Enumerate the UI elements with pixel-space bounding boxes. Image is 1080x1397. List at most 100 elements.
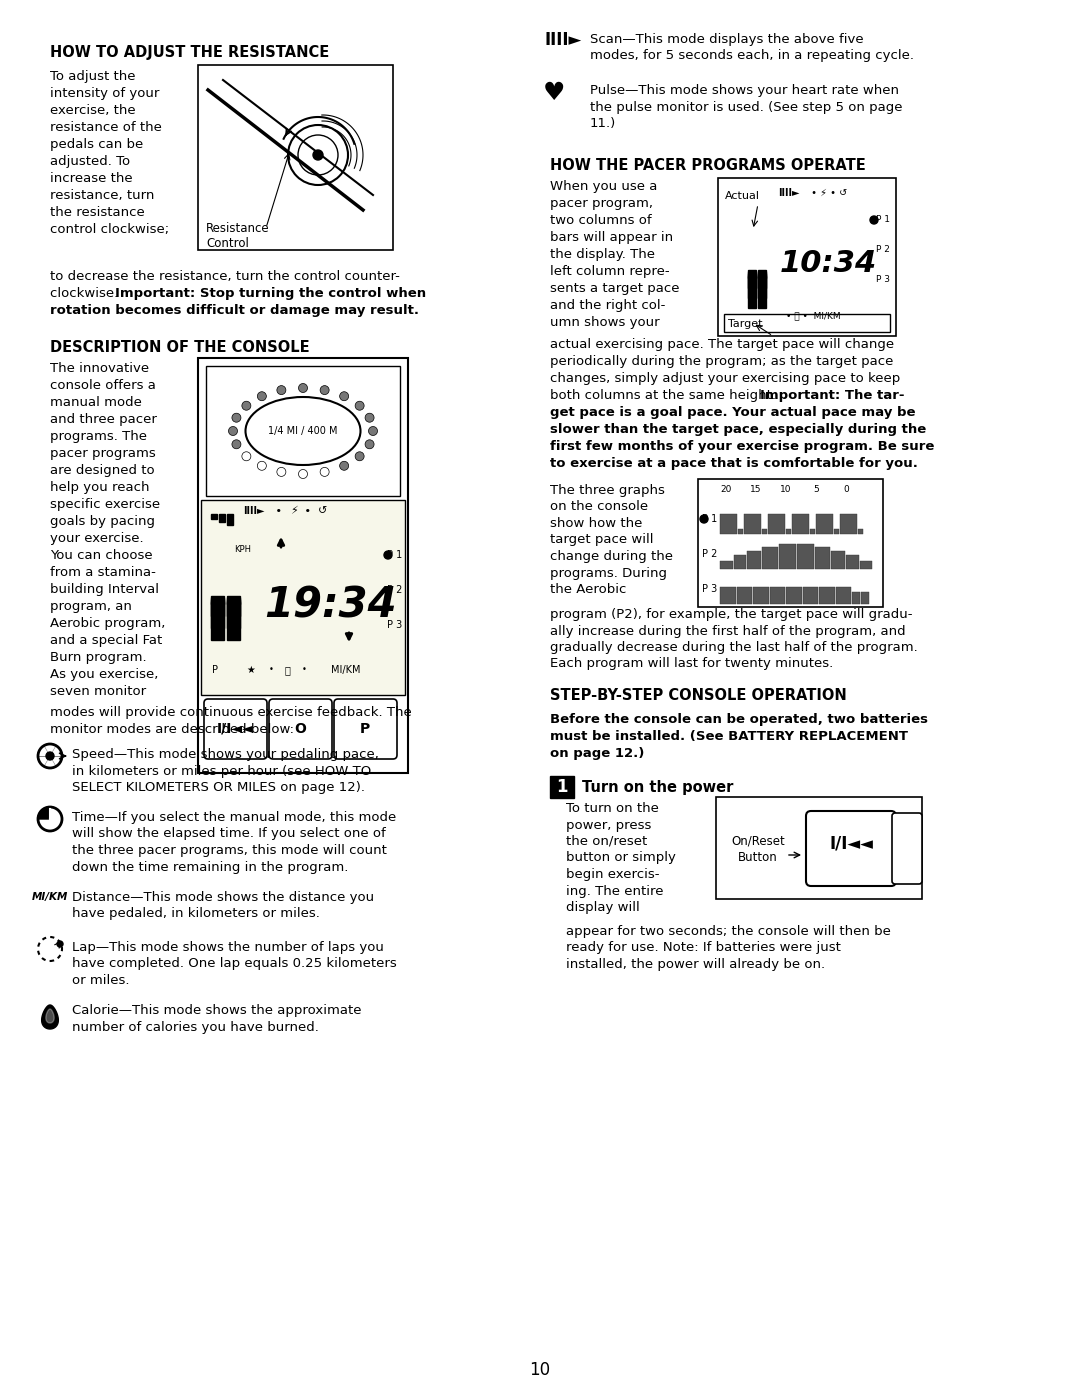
Text: umn shows your: umn shows your [550,316,660,330]
Text: MI/KM: MI/KM [332,665,361,675]
FancyBboxPatch shape [334,698,397,759]
Bar [758,270,766,278]
Text: IIII►: IIII► [545,31,582,49]
Text: Distance—This mode shows the distance you
have pedaled, in kilometers or miles.: Distance—This mode shows the distance yo… [72,891,374,921]
Text: When you use a: When you use a [550,180,658,193]
Bar [779,543,796,569]
Text: • ⏱ •  MI/KM: • ⏱ • MI/KM [785,312,840,320]
Text: Burn program.: Burn program. [50,651,147,664]
Circle shape [298,384,308,393]
Text: exercise, the: exercise, the [50,103,136,117]
Text: periodically during the program; as the target pace: periodically during the program; as the … [550,355,893,367]
Text: Important: The tar-: Important: The tar- [760,388,905,402]
Polygon shape [42,1004,58,1030]
Bar [227,602,240,640]
Text: appear for two seconds; the console will then be
ready for use. Note: If batteri: appear for two seconds; the console will… [566,925,891,971]
Bar [748,277,756,307]
Text: P 2: P 2 [876,246,890,254]
Bar [769,587,785,604]
Bar [748,274,756,298]
Bar [219,514,225,522]
Circle shape [38,745,62,768]
Circle shape [339,461,349,471]
Circle shape [242,451,251,461]
Text: monitor modes are described below:: monitor modes are described below: [50,724,294,736]
Text: ⚡: ⚡ [291,506,298,515]
Circle shape [339,391,349,401]
Bar [211,597,224,604]
Text: the resistance: the resistance [50,205,145,219]
Circle shape [257,461,267,471]
Bar [211,514,217,520]
Text: are designed to: are designed to [50,464,154,476]
Bar [748,272,756,288]
Text: Scan—This mode displays the above five
modes, for 5 seconds each, in a repeating: Scan—This mode displays the above five m… [590,34,914,63]
Bar [720,587,735,604]
Bar [802,587,818,604]
Text: left column repre-: left column repre- [550,265,670,278]
Text: • ⚡ • ↺: • ⚡ • ↺ [808,189,847,198]
Circle shape [288,124,348,184]
Circle shape [232,440,241,448]
Bar [810,529,815,534]
Text: the display. The: the display. The [550,249,654,261]
FancyBboxPatch shape [892,813,922,884]
Text: and a special Fat: and a special Fat [50,634,162,647]
Text: clockwise.: clockwise. [50,286,122,300]
Bar [858,529,863,534]
Circle shape [38,807,62,831]
Bar [797,543,813,569]
FancyBboxPatch shape [806,812,896,886]
Text: 10:34: 10:34 [780,249,877,278]
Text: Speed—This mode shows your pedaling pace,
in kilometers or miles per hour (see H: Speed—This mode shows your pedaling pace… [72,747,379,793]
Circle shape [298,136,338,175]
Circle shape [257,391,267,401]
Circle shape [320,386,329,394]
Bar [768,514,785,534]
Bar [720,562,732,569]
Text: seven monitor: seven monitor [50,685,146,698]
Bar [748,270,756,278]
Text: to exercise at a pace that is comfortable for you.: to exercise at a pace that is comfortabl… [550,457,918,469]
Text: Actual: Actual [725,191,760,201]
Text: to decrease the resistance, turn the control counter-: to decrease the resistance, turn the con… [50,270,400,284]
Text: I/I◄◄: I/I◄◄ [829,834,873,852]
Text: changes, simply adjust your exercising pace to keep: changes, simply adjust your exercising p… [550,372,901,386]
Text: I/I◄◄: I/I◄◄ [217,722,254,736]
Bar [720,514,737,534]
Circle shape [298,469,308,479]
Text: manual mode: manual mode [50,395,141,409]
Text: As you exercise,: As you exercise, [50,668,159,680]
Text: •: • [301,665,307,675]
Text: Turn on the power: Turn on the power [582,780,733,795]
Circle shape [365,414,374,422]
Bar [211,602,224,640]
Wedge shape [38,807,50,819]
Bar [227,598,240,616]
Text: P 3: P 3 [387,620,402,630]
Text: program, an: program, an [50,599,132,613]
Text: help you reach: help you reach [50,481,149,495]
Text: ⏱: ⏱ [284,665,289,675]
Text: specific exercise: specific exercise [50,497,160,511]
Text: •: • [272,506,286,515]
Circle shape [870,217,878,224]
Circle shape [46,752,54,760]
Text: both columns at the same height.: both columns at the same height. [550,388,780,402]
Circle shape [57,942,63,947]
Text: from a stamina-: from a stamina- [50,566,156,578]
Text: resistance, turn: resistance, turn [50,189,154,203]
Text: You can choose: You can choose [50,549,152,562]
Bar [698,479,883,608]
Text: actual exercising pace. The target pace will change: actual exercising pace. The target pace … [550,338,894,351]
Bar [786,529,791,534]
Text: ↺: ↺ [319,506,327,515]
Circle shape [313,149,323,161]
Text: Lap—This mode shows the number of laps you
have completed. One lap equals 0.25 k: Lap—This mode shows the number of laps y… [72,942,396,988]
Text: To adjust the: To adjust the [50,70,135,82]
Text: slower than the target pace, especially during the: slower than the target pace, especially … [550,423,927,436]
Text: Before the console can be operated, two batteries: Before the console can be operated, two … [550,712,928,726]
Bar [762,548,778,569]
Text: bars will appear in: bars will appear in [550,231,673,244]
Bar [758,277,766,307]
